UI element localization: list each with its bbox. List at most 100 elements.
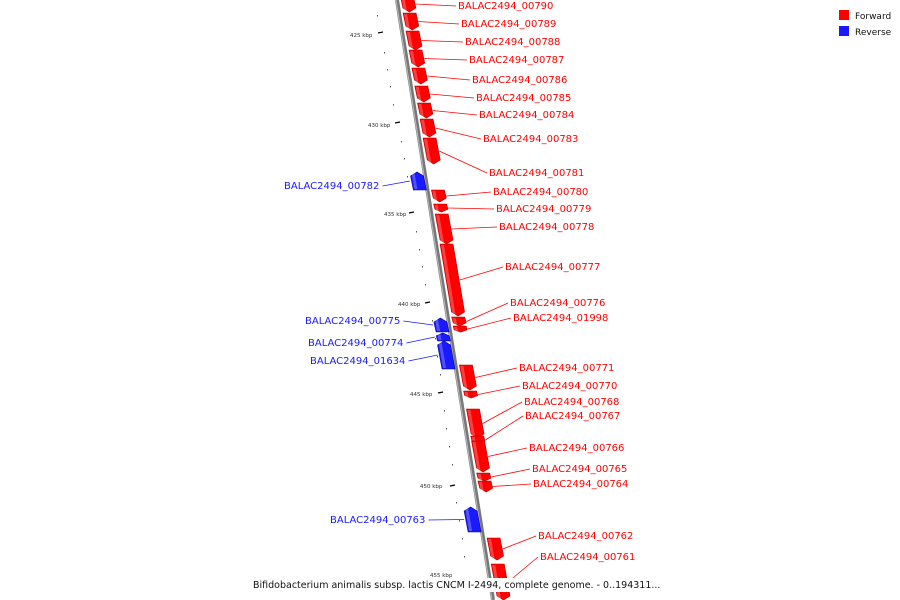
forward-label-leader [446, 191, 492, 197]
forward-gene-block[interactable] [434, 213, 454, 245]
reverse-gene-block[interactable] [433, 317, 450, 333]
forward-gene-label[interactable]: BALAC2494_00779 [496, 204, 591, 215]
gene-highlight [418, 104, 424, 117]
reverse-gene-label[interactable]: BALAC2494_00782 [284, 181, 379, 192]
tick-label: 435 kbp [384, 212, 407, 218]
gene-highlight [434, 205, 439, 211]
forward-label-leader [451, 226, 498, 230]
forward-gene-label[interactable]: BALAC2494_00789 [461, 19, 556, 30]
forward-label-leader [430, 93, 475, 99]
forward-gene-block[interactable] [486, 537, 504, 561]
scale-ticks: 425 kbp 430 kbp 435 kbp 440 kbp 445 kbp … [350, 31, 456, 579]
forward-gene-label[interactable]: BALAC2494_00790 [458, 1, 553, 12]
reverse-label-leader [382, 180, 411, 187]
forward-gene-block[interactable] [476, 472, 492, 482]
forward-gene-block[interactable] [477, 480, 494, 493]
forward-gene-label[interactable]: BALAC2494_00768 [524, 397, 619, 408]
legend-forward-swatch [839, 10, 849, 20]
reverse-gene-label[interactable]: BALAC2494_00775 [305, 316, 400, 327]
forward-gene-block[interactable] [411, 67, 428, 85]
reverse-gene-label[interactable]: BALAC2494_01634 [310, 356, 405, 367]
reverse-gene-block[interactable] [437, 340, 456, 370]
forward-label-leader [491, 468, 531, 478]
reverse-label-leader [408, 354, 438, 362]
gene-highlight [436, 215, 445, 243]
forward-gene-label[interactable]: BALAC2494_00766 [529, 443, 624, 454]
forward-gene-block[interactable] [471, 440, 490, 473]
forward-label-leader [418, 21, 460, 25]
forward-gene-block[interactable] [431, 189, 447, 203]
gene-highlight [452, 318, 458, 325]
reverse-gene-block[interactable] [435, 332, 451, 342]
forward-gene-block[interactable] [402, 12, 420, 31]
reverse-gene-label[interactable]: BALAC2494_00763 [330, 515, 425, 526]
forward-gene-label[interactable]: BALAC2494_00777 [505, 262, 600, 273]
gene-highlight [415, 87, 422, 101]
gene-highlight [460, 366, 468, 389]
forward-gene-label[interactable]: BALAC2494_00778 [499, 222, 594, 233]
forward-gene-label[interactable]: BALAC2494_00781 [489, 168, 584, 179]
forward-gene-block[interactable] [451, 316, 467, 327]
gene-highlight [432, 191, 438, 201]
forward-label-leader [478, 385, 521, 395]
genome-backbone-highlight [395, 0, 493, 600]
forward-label-leader [485, 415, 524, 441]
forward-label-leader [502, 535, 537, 550]
forward-gene-label[interactable]: BALAC2494_00783 [483, 134, 578, 145]
gene-highlight [465, 508, 473, 531]
forward-gene-label[interactable]: BALAC2494_00788 [465, 37, 560, 48]
forward-gene-block[interactable] [452, 325, 468, 333]
forward-gene-block[interactable] [408, 49, 426, 68]
legend: Forward Reverse [839, 10, 892, 38]
forward-gene-label[interactable]: BALAC2494_00776 [510, 298, 605, 309]
forward-label-leader [427, 75, 471, 81]
reverse-label-leader [403, 320, 434, 326]
forward-label-leader [448, 207, 495, 210]
gene-highlight [438, 342, 447, 368]
gene-highlight [404, 14, 410, 29]
minor-ticks [377, 15, 465, 558]
tick-label: 445 kbp [410, 392, 433, 398]
forward-gene-label[interactable]: BALAC2494_00770 [522, 381, 617, 392]
gene-highlight [410, 51, 416, 66]
forward-gene-label[interactable]: BALAC2494_00784 [479, 110, 574, 121]
forward-label-leader [459, 266, 504, 281]
forward-label-leader [415, 3, 457, 7]
caption-background [250, 578, 660, 592]
reverse-gene-block[interactable] [410, 171, 427, 191]
reverse-gene-label[interactable]: BALAC2494_00774 [308, 338, 403, 349]
reverse-gene-block[interactable] [463, 506, 482, 533]
forward-gene-block[interactable] [463, 390, 479, 399]
gene-highlight [464, 392, 469, 397]
forward-gene-label[interactable]: BALAC2494_01998 [513, 313, 608, 324]
forward-gene-block[interactable] [422, 137, 441, 165]
forward-gene-label[interactable]: BALAC2494_00780 [493, 187, 588, 198]
forward-gene-block[interactable] [433, 203, 449, 213]
genome-caption: Bifidobacterium animalis subsp. lactis C… [253, 580, 660, 591]
forward-gene-label[interactable]: BALAC2494_00764 [533, 479, 628, 490]
gene-highlight [421, 120, 427, 136]
gene-highlight [441, 245, 456, 315]
forward-gene-label[interactable]: BALAC2494_00762 [538, 531, 633, 542]
forward-gene-block[interactable] [459, 364, 477, 391]
gene-highlight [472, 442, 481, 471]
forward-gene-label[interactable]: BALAC2494_00787 [469, 55, 564, 66]
gene-highlight [401, 0, 407, 11]
forward-gene-label[interactable]: BALAC2494_00785 [476, 93, 571, 104]
gene-highlight [467, 410, 476, 437]
forward-gene-block[interactable] [417, 102, 434, 119]
forward-gene-label[interactable]: BALAC2494_00767 [525, 411, 620, 422]
forward-gene-block[interactable] [419, 118, 437, 138]
forward-gene-label[interactable]: BALAC2494_00771 [519, 363, 614, 374]
tick-label: 450 kbp [420, 484, 443, 490]
forward-gene-block[interactable] [405, 30, 423, 51]
gene-highlight [437, 334, 442, 340]
forward-gene-label[interactable]: BALAC2494_00761 [540, 552, 635, 563]
forward-gene-block[interactable] [439, 243, 465, 317]
forward-gene-block[interactable] [414, 85, 431, 103]
forward-gene-label[interactable]: BALAC2494_00765 [532, 464, 627, 475]
gene-highlight [406, 32, 413, 49]
forward-gene-label[interactable]: BALAC2494_00786 [472, 75, 567, 86]
forward-gene-block[interactable] [400, 0, 417, 13]
